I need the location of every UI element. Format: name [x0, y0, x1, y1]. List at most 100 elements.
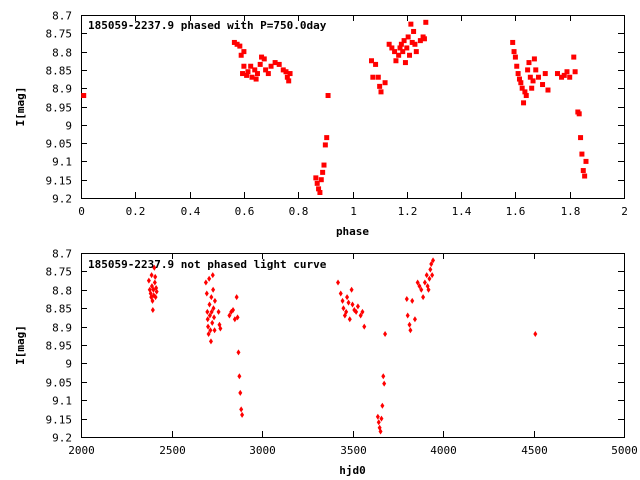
phased-data-point	[286, 78, 292, 84]
unphased-data-point	[207, 301, 212, 308]
phased-data-point	[571, 54, 577, 60]
phased-data-point	[317, 190, 323, 196]
phased-data-point	[545, 87, 551, 93]
phased-data-point	[510, 39, 516, 45]
phased-data-point	[540, 82, 546, 88]
phased-data-point	[369, 58, 375, 64]
unphased-data-point	[344, 308, 349, 315]
phased-x-tick-label: 1.2	[398, 205, 418, 218]
unphased-x-tick-label: 4000	[430, 444, 457, 457]
unphased-data-point	[378, 428, 383, 435]
phased-data-point	[237, 43, 243, 49]
phased-data-point	[516, 76, 522, 82]
unphased-data-point	[153, 273, 158, 280]
unphased-data-point	[210, 319, 215, 326]
unphased-data-point	[204, 290, 209, 297]
phased-data-point	[261, 56, 267, 62]
unphased-data-point	[207, 275, 212, 282]
phased-data-point	[564, 69, 570, 75]
unphased-data-point	[237, 373, 242, 380]
phased-data-point	[402, 60, 408, 66]
unphased-data-point	[376, 419, 381, 426]
phased-data-point	[412, 41, 418, 47]
unphased-data-point	[428, 266, 433, 273]
unphased-data-point	[380, 402, 385, 409]
phased-data-point	[272, 60, 278, 66]
phased-data-point	[324, 135, 330, 141]
phased-data-point	[263, 67, 269, 73]
phased-data-point	[287, 71, 293, 77]
unphased-data-point	[419, 286, 424, 293]
unphased-data-point	[336, 279, 341, 286]
unphased-x-tick-label: 3000	[249, 444, 276, 457]
phased-x-tick-label: 2	[621, 205, 628, 218]
phased-x-tick-label: 0.4	[181, 205, 201, 218]
phased-data-point	[321, 162, 327, 168]
phased-data-point	[322, 142, 328, 148]
phased-data-point	[413, 49, 419, 55]
unphased-data-points	[146, 257, 538, 435]
unphased-data-point	[381, 373, 386, 380]
phased-data-point	[572, 69, 578, 75]
unphased-data-point	[212, 314, 217, 321]
unphased-y-axis: 8.7 8.75 8.8 8.85 8.9 8.95 9 9.05 9.1 9.15 9.2	[46, 248, 624, 445]
phased-data-point	[276, 61, 282, 67]
unphased-data-point	[205, 308, 210, 315]
phased-x-tick-label: 1.6	[506, 205, 526, 218]
unphased-data-point	[150, 307, 155, 314]
unphased-data-point	[239, 406, 244, 413]
phased-chart: 8.7 8.75 8.8 8.85 8.9 8.95 9 9.05 9.1 9.15 9.2 0 0.…	[14, 10, 628, 239]
unphased-data-point	[346, 299, 351, 306]
phased-data-point	[325, 93, 331, 99]
phased-data-point	[252, 67, 258, 73]
unphased-data-point	[146, 277, 151, 284]
phased-data-point	[377, 83, 383, 89]
unphased-data-point	[533, 330, 538, 337]
unphased-data-point	[150, 297, 155, 304]
phased-data-point	[370, 74, 376, 80]
unphased-data-point	[208, 327, 213, 334]
phased-data-point	[578, 135, 584, 141]
phased-data-point	[389, 45, 395, 51]
unphased-data-point	[208, 338, 213, 345]
phased-data-point	[392, 49, 398, 55]
phased-data-point	[280, 67, 286, 73]
phased-x-tick-label: 0	[78, 205, 85, 218]
unphased-data-point	[349, 286, 354, 293]
unphased-y-tick-label: 8.75	[46, 266, 73, 279]
unphased-data-point	[218, 325, 223, 332]
phased-data-point	[248, 63, 254, 69]
phased-y-axis-label: I[mag]	[14, 87, 27, 127]
phased-data-point	[582, 173, 588, 179]
unphased-data-point	[238, 389, 243, 396]
unphased-data-point	[426, 286, 431, 293]
unphased-data-point	[235, 314, 240, 321]
phased-data-point	[238, 52, 244, 58]
unphased-x-tick-label: 4500	[521, 444, 548, 457]
unphased-data-point	[211, 286, 216, 293]
phased-data-point	[249, 74, 255, 80]
phased-data-point	[531, 56, 537, 62]
unphased-data-point	[383, 330, 388, 337]
unphased-y-tick-label: 9	[65, 358, 72, 371]
phased-y-tick-label: 9.05	[46, 138, 73, 151]
unphased-data-point	[408, 327, 413, 334]
unphased-data-point	[382, 380, 387, 387]
phased-y-tick-label: 8.9	[52, 83, 72, 96]
unphased-data-point	[424, 272, 429, 279]
unphased-data-point	[405, 312, 410, 319]
unphased-data-point	[149, 272, 154, 279]
phased-data-point	[375, 74, 381, 80]
phased-data-point	[396, 52, 402, 58]
unphased-data-point	[338, 290, 343, 297]
phased-data-point	[421, 36, 427, 42]
unphased-x-tick-label: 2000	[68, 444, 95, 457]
unphased-y-tick-label: 9.1	[52, 395, 72, 408]
phased-data-point	[400, 49, 406, 55]
unphased-x-tick-label: 5000	[611, 444, 638, 457]
phased-data-point	[254, 71, 260, 77]
phased-y-axis: 8.7 8.75 8.8 8.85 8.9 8.95 9 9.05 9.1 9.15 9.2	[46, 10, 624, 206]
unphased-data-point	[209, 294, 214, 301]
unphased-data-point	[152, 279, 157, 286]
